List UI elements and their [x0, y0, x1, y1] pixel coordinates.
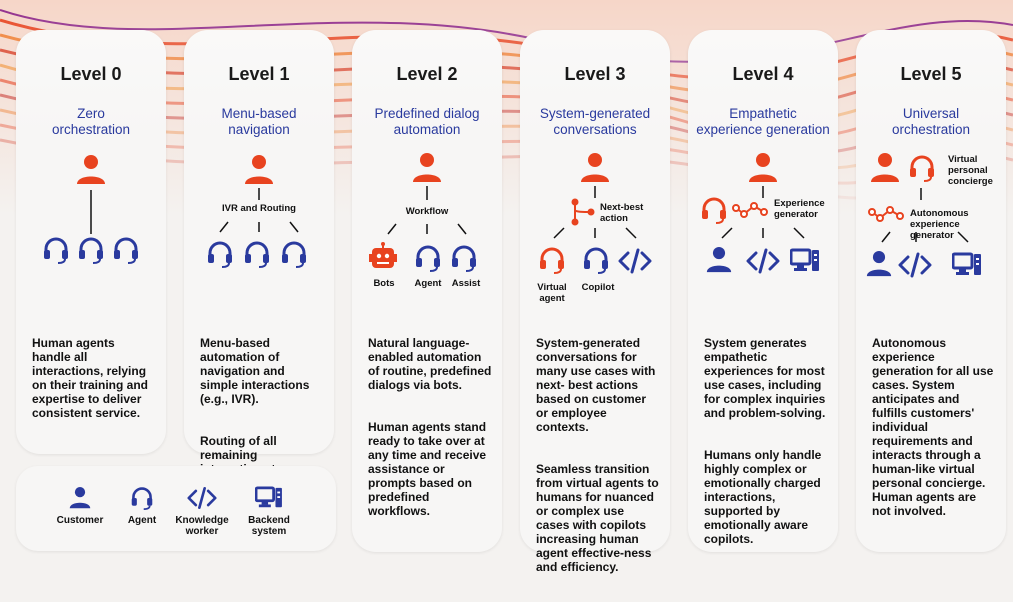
description-paragraph: Menu-based automation of navigation and … — [200, 336, 310, 406]
level-4-title: Level 4 — [732, 64, 794, 84]
level-1-card: Level 1 Menu-based navigation IVR and Ro… — [184, 30, 334, 490]
customer-icon — [581, 153, 609, 182]
description-paragraph: System generates empathetic experiences … — [704, 336, 826, 420]
agent-headset-icon — [208, 241, 232, 268]
legend-customer: Customer — [50, 486, 110, 526]
backend-system-icon — [790, 248, 819, 271]
legend-label: Customer — [56, 515, 104, 526]
customer-icon — [77, 155, 105, 184]
level-5-card: Level 5 Universal orchestration Virtual … — [856, 30, 1006, 552]
level-3-card: Level 3 System-generated conversations N… — [520, 30, 670, 574]
legend-label: Backend system — [248, 515, 290, 537]
connector-line — [594, 186, 596, 198]
icon-label-virtual-agent: Virtual agent — [537, 282, 567, 304]
customer-icon — [69, 487, 91, 509]
description-paragraph: Natural language-enabled automation of r… — [368, 336, 492, 392]
level-3-subtitle: System-generated conversations — [539, 106, 651, 137]
agent-headset-icon — [416, 245, 440, 272]
agent-headset-icon — [44, 237, 68, 264]
level-2-title: Level 2 — [396, 64, 458, 84]
legend-knowledge-worker: Knowledge worker — [174, 486, 230, 537]
next-best-action-icon — [571, 198, 595, 226]
customer-icon — [871, 153, 899, 182]
connector-lines — [387, 223, 467, 235]
customer-icon — [866, 251, 892, 277]
description-paragraph: Seamless transition from virtual agents … — [536, 462, 659, 574]
customer-icon — [245, 155, 273, 184]
virtual-concierge-headset-icon — [910, 155, 934, 182]
code-icon — [618, 248, 652, 274]
customer-icon — [706, 247, 732, 273]
diagram-label-top: Virtual personal concierge — [948, 154, 993, 187]
level-4-description: System generates empathetic experiences … — [704, 322, 828, 574]
level-1-title: Level 1 — [228, 64, 290, 84]
connector-lines — [721, 227, 805, 239]
code-icon — [187, 486, 217, 510]
connector-line — [762, 186, 764, 198]
backend-system-icon — [952, 252, 981, 275]
icon-label-assist: Assist — [451, 278, 481, 289]
assist-headset-icon — [452, 245, 476, 272]
agent-headset-icon — [282, 241, 306, 268]
level-1-subtitle: Menu-based navigation — [221, 106, 297, 137]
description-paragraph: Human agents stand ready to take over at… — [368, 420, 487, 518]
level-4-card: Level 4 Empathetic experience generation… — [688, 30, 838, 552]
bot-icon — [369, 242, 397, 268]
diagram-label: Next-best action — [600, 202, 644, 224]
agent-headset-icon — [114, 237, 138, 264]
description-paragraph: System-generated conversations for many … — [536, 336, 656, 434]
level-0-subtitle: Zero orchestration — [51, 106, 131, 137]
connector-line — [426, 186, 428, 200]
backend-system-icon — [254, 486, 282, 508]
level-0-description: Human agents handle all interactions, re… — [32, 322, 156, 448]
level-2-subtitle: Predefined dialog automation — [374, 106, 480, 137]
diagram-label: Experience generator — [774, 198, 825, 220]
description-paragraph: Human agents handle all interactions, re… — [32, 336, 148, 420]
description-paragraph: Autonomous experience generation for all… — [872, 336, 994, 518]
connector-lines — [219, 221, 299, 233]
level-3-description: System-generated conversations for many … — [536, 322, 660, 602]
legend-label: Knowledge worker — [175, 515, 229, 537]
experience-generator-icon — [732, 202, 768, 218]
connector-line — [258, 188, 260, 200]
level-0-card: Level 0 Zero orchestration Human agents … — [16, 30, 166, 454]
icon-label-bots: Bots — [373, 278, 395, 289]
agent-headset-icon — [131, 487, 153, 510]
diagram-label: Workflow — [405, 206, 449, 217]
connector-lines — [881, 231, 969, 243]
level-5-subtitle: Universal orchestration — [891, 106, 971, 137]
copilot-headset-icon — [584, 247, 608, 274]
legend-label: Agent — [127, 515, 157, 526]
diagram-label: IVR and Routing — [222, 203, 296, 214]
level-4-subtitle: Empathetic experience generation — [696, 106, 830, 137]
agent-headset-icon — [245, 241, 269, 268]
level-5-title: Level 5 — [900, 64, 962, 84]
description-paragraph: Humans only handle highly complex or emo… — [704, 448, 822, 546]
diagram-label: Autonomous experience generator — [910, 208, 969, 241]
code-icon — [898, 252, 932, 278]
virtual-agent-headset-icon — [540, 247, 564, 274]
icon-label-copilot: Copilot — [581, 282, 615, 293]
virtual-agent-headset-icon — [702, 197, 726, 224]
code-icon — [746, 248, 780, 274]
level-2-card: Level 2 Predefined dialog automation Wor… — [352, 30, 502, 552]
legend-backend-system: Backend system — [244, 486, 294, 537]
connector-line — [920, 188, 922, 200]
level-5-description: Autonomous experience generation for all… — [872, 322, 996, 546]
connector-lines — [553, 227, 637, 239]
level-0-title: Level 0 — [60, 64, 122, 84]
legend-agent: Agent — [120, 486, 164, 526]
level-2-description: Natural language-enabled automation of r… — [368, 322, 492, 546]
icon-label-agent: Agent — [414, 278, 442, 289]
customer-icon — [749, 153, 777, 182]
connector-line — [90, 190, 92, 234]
customer-icon — [413, 153, 441, 182]
legend: Customer Agent Knowledge worker Backend … — [16, 466, 336, 551]
level-3-title: Level 3 — [564, 64, 626, 84]
experience-generator-icon — [868, 206, 904, 222]
agent-headset-icon — [79, 237, 103, 264]
